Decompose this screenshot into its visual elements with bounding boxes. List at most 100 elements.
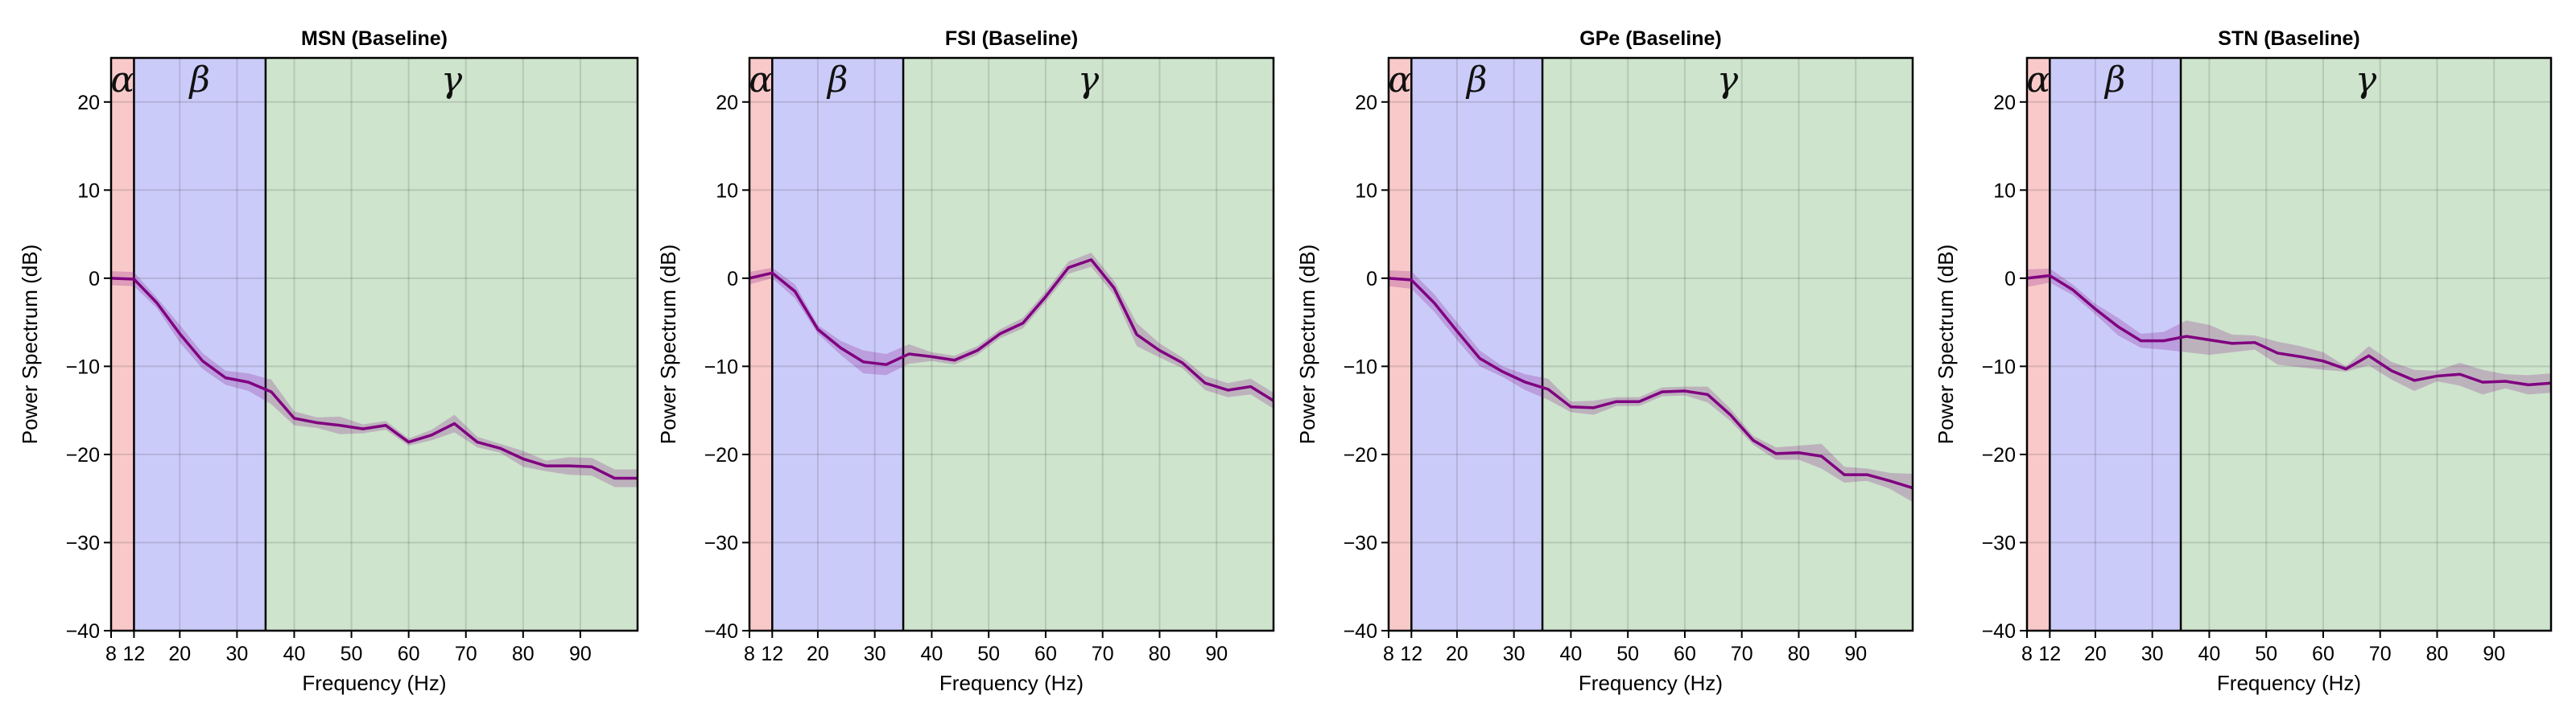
mean-line [110,277,638,480]
y-tick-label: 20 [716,92,738,114]
chart-title: GPe (Baseline) [1579,27,1721,50]
x-tick-label: 90 [2483,643,2505,665]
x-tick-label: 30 [864,643,886,665]
band-2 [1542,58,1913,631]
y-axis-label: Power Spectrum (dB) [1934,245,1958,445]
y-tick-label: −10 [704,356,738,378]
band-2 [903,58,1274,631]
x-tick-label: 40 [2198,643,2221,665]
y-tick-label: 20 [1993,92,2016,114]
x-tick-label: 50 [2255,643,2277,665]
band-1 [2050,58,2182,631]
axes-frame [2025,56,2553,632]
x-tick-label: 8 [105,643,117,665]
x-tick-label: 70 [1731,643,1753,665]
y-tick-label: −40 [66,620,100,643]
y-tick-label: −30 [66,532,100,554]
y-tick-label: −20 [1344,444,1377,467]
band-0 [1389,58,1412,631]
band-0 [2027,58,2050,631]
y-tick-label: 0 [89,268,100,290]
axes-frame [748,56,1275,632]
y-tick-label: −30 [1344,532,1377,554]
x-tick-label: 70 [455,643,477,665]
x-tick-label: 30 [225,643,248,665]
axes-frame [109,56,639,632]
y-tick-label: −20 [66,444,100,467]
x-tick-label: 12 [123,643,146,665]
y-tick-label: −10 [1982,356,2016,378]
band-label: γ [1717,60,1739,101]
mean-line [2026,274,2552,387]
x-tick-label: 40 [283,643,306,665]
x-tick-label: 60 [1034,643,1057,665]
error-band [1389,269,1913,503]
x-tick-label: 30 [1503,643,1525,665]
band-1 [134,58,266,631]
x-tick-label: 90 [569,643,592,665]
y-tick-label: −10 [66,356,100,378]
band-label: α [749,60,773,101]
band-label: α [1388,60,1412,101]
chart-title: FSI (Baseline) [945,27,1078,50]
mean-line [749,258,1274,402]
y-tick-label: 10 [1993,179,2016,202]
x-tick-label: 50 [1616,643,1639,665]
band-label: γ [1078,60,1100,101]
y-tick-label: −20 [704,444,738,467]
x-tick-label: 90 [1844,643,1867,665]
band-label: γ [441,60,463,101]
band-0 [111,58,134,631]
x-tick-label: 12 [2038,643,2061,665]
x-tick-label: 80 [1149,643,1171,665]
y-axis-label: Power Spectrum (dB) [18,245,42,445]
x-tick-label: 40 [921,643,943,665]
y-tick-label: −40 [1344,620,1377,643]
axes-frame [1387,56,1914,632]
x-tick-label: 70 [2369,643,2392,665]
panel-stn: α β γ 8 12 20 30 40 50 60 70 80 90 −40 −30 −20 −10 0 10 20 S… [1934,27,2553,695]
y-tick-label: −10 [1344,356,1377,378]
x-tick-label: 70 [1092,643,1114,665]
chart-title: MSN (Baseline) [301,27,448,50]
error-band [749,253,1274,409]
x-axis-label: Frequency (Hz) [1579,671,1723,695]
x-tick-label: 30 [2141,643,2164,665]
x-tick-label: 50 [977,643,1000,665]
band-label: α [110,60,134,101]
y-tick-label: −30 [1982,532,2016,554]
band-1 [1411,58,1543,631]
y-axis-label: Power Spectrum (dB) [656,245,680,445]
x-axis-label: Frequency (Hz) [2217,671,2361,695]
x-tick-label: 60 [398,643,420,665]
y-axis-label: Power Spectrum (dB) [1295,245,1319,445]
mean-line [1388,277,1913,490]
y-tick-label: −40 [1982,620,2016,643]
x-tick-label: 8 [2021,643,2033,665]
x-tick-label: 20 [807,643,829,665]
y-tick-label: 0 [727,268,738,290]
y-tick-label: 10 [716,179,738,202]
chart-title: STN (Baseline) [2218,27,2359,50]
band-label: β [1465,60,1487,101]
x-tick-label: 80 [2426,643,2449,665]
band-label: γ [2355,60,2377,101]
x-tick-label: 20 [1446,643,1468,665]
band-0 [749,58,773,631]
y-tick-label: 10 [77,179,100,202]
x-axis-label: Frequency (Hz) [302,671,446,695]
x-tick-label: 80 [512,643,535,665]
x-tick-label: 50 [341,643,363,665]
y-tick-label: 20 [77,92,100,114]
y-tick-label: 20 [1355,92,1377,114]
band-label: β [826,60,848,101]
x-axis-label: Frequency (Hz) [939,671,1084,695]
x-tick-label: 90 [1205,643,1228,665]
band-2 [265,58,638,631]
band-label: α [2026,60,2050,101]
x-tick-label: 20 [2084,643,2107,665]
x-tick-label: 8 [744,643,755,665]
y-tick-label: 0 [2004,268,2016,290]
x-tick-label: 12 [1400,643,1422,665]
